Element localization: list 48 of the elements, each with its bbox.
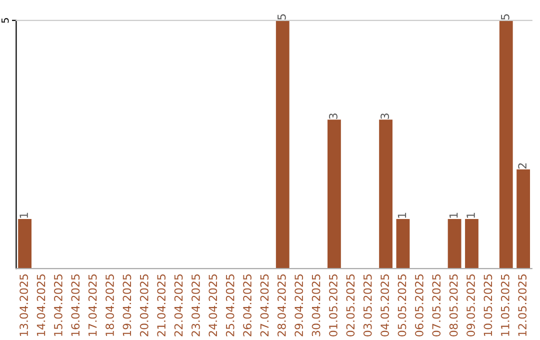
x-tick-label: 20.04.2025 (140, 274, 148, 336)
x-tick-label: 05.05.2025 (398, 274, 406, 336)
bar (18, 218, 32, 269)
x-tick-label: 17.04.2025 (88, 274, 97, 336)
bar (465, 218, 478, 269)
data-label: 3 (329, 114, 338, 119)
bar (499, 20, 513, 269)
x-tick-label: 02.05.2025 (346, 274, 355, 336)
x-tick-label: 03.05.2025 (363, 274, 372, 336)
x-tick-label: 08.05.2025 (449, 274, 458, 336)
x-tick-label: 30.04.2025 (312, 274, 320, 336)
x-tick-label: 24.04.2025 (208, 274, 218, 336)
data-label: 1 (398, 212, 406, 218)
x-tick-label: 25.04.2025 (226, 274, 234, 336)
x-tick-label: 09.05.2025 (466, 274, 475, 336)
data-label: 3 (380, 114, 390, 119)
data-label: 1 (450, 212, 458, 218)
x-tick-label: 26.04.2025 (243, 274, 252, 336)
x-tick-label: 28.04.2025 (277, 274, 286, 336)
bar (516, 169, 530, 269)
data-label: 5 (501, 14, 510, 20)
x-tick-label: 13.04.2025 (20, 274, 28, 336)
x-tick-label: 22.04.2025 (174, 274, 183, 336)
data-label: 2 (518, 163, 526, 169)
x-tick-label: 04.05.2025 (380, 274, 390, 336)
x-tick-label: 07.05.2025 (432, 274, 441, 336)
x-tick-label: 27.04.2025 (260, 274, 269, 336)
x-tick-label: 01.05.2025 (329, 274, 338, 336)
x-tick-label: 18.04.2025 (106, 274, 114, 336)
x-tick-label: 10.05.2025 (484, 274, 492, 336)
bar (379, 120, 392, 269)
x-tick-label: 29.04.2025 (294, 274, 304, 336)
bar (276, 20, 290, 269)
x-tick-label: 11.05.2025 (500, 274, 510, 336)
x-tick-label: 15.04.2025 (54, 274, 62, 336)
data-label: 1 (466, 212, 475, 218)
x-tick-label: 14.04.2025 (36, 274, 46, 336)
x-tick-label: 16.04.2025 (71, 274, 80, 336)
bar (448, 218, 462, 269)
bar (328, 120, 341, 269)
x-tick-label: 19.04.2025 (122, 274, 132, 336)
data-label: 1 (20, 212, 28, 218)
x-tick-label: 23.04.2025 (192, 274, 200, 336)
x-tick-label: 06.05.2025 (414, 274, 424, 336)
x-tick-label: 12.05.2025 (518, 274, 527, 336)
data-label: 5 (278, 14, 286, 20)
x-tick-label: 21.04.2025 (157, 274, 166, 336)
bar (396, 218, 410, 269)
